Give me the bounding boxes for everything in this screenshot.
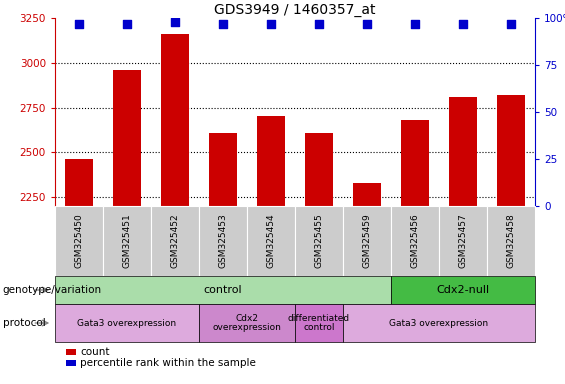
Bar	[401, 120, 429, 384]
Text: GSM325456: GSM325456	[411, 214, 419, 268]
Point	[506, 21, 515, 27]
Title: GDS3949 / 1460357_at: GDS3949 / 1460357_at	[214, 3, 376, 17]
Bar	[353, 183, 381, 384]
Text: GSM325450: GSM325450	[75, 214, 84, 268]
Bar	[151, 206, 199, 276]
Text: Cdx2
overexpression: Cdx2 overexpression	[212, 314, 281, 332]
Bar	[55, 276, 391, 304]
Text: GSM325459: GSM325459	[363, 214, 372, 268]
Bar	[343, 304, 535, 342]
Bar	[160, 34, 189, 384]
Point	[171, 19, 180, 25]
Point	[219, 21, 228, 27]
Bar	[247, 206, 295, 276]
Text: GSM325453: GSM325453	[219, 214, 228, 268]
Text: Gata3 overexpression: Gata3 overexpression	[389, 318, 489, 328]
Bar	[449, 97, 477, 384]
Point	[123, 21, 132, 27]
Point	[411, 21, 420, 27]
Bar	[199, 304, 295, 342]
Text: GSM325455: GSM325455	[315, 214, 324, 268]
Bar	[208, 132, 237, 384]
Bar	[66, 360, 76, 366]
Bar	[391, 206, 439, 276]
Bar	[64, 159, 93, 384]
Text: differentiated
control: differentiated control	[288, 314, 350, 332]
Text: GSM325454: GSM325454	[267, 214, 276, 268]
Bar	[55, 304, 199, 342]
Text: Cdx2-null: Cdx2-null	[436, 285, 489, 295]
Bar	[112, 70, 141, 384]
Bar	[55, 206, 103, 276]
Text: control: control	[204, 285, 242, 295]
Text: Gata3 overexpression: Gata3 overexpression	[77, 318, 176, 328]
Text: GSM325452: GSM325452	[171, 214, 180, 268]
Bar	[66, 349, 76, 355]
Bar	[295, 304, 343, 342]
Point	[363, 21, 372, 27]
Bar	[343, 206, 391, 276]
Text: genotype/variation: genotype/variation	[3, 285, 102, 295]
Bar	[391, 276, 535, 304]
Text: protocol: protocol	[3, 318, 46, 328]
Text: GSM325458: GSM325458	[506, 214, 515, 268]
Text: GSM325451: GSM325451	[123, 214, 132, 268]
Bar	[199, 206, 247, 276]
Bar	[305, 132, 333, 384]
Point	[267, 21, 276, 27]
Bar	[497, 95, 525, 384]
Bar	[439, 206, 487, 276]
Text: count: count	[80, 347, 110, 357]
Point	[458, 21, 467, 27]
Text: GSM325457: GSM325457	[459, 214, 467, 268]
Bar	[295, 206, 343, 276]
Text: percentile rank within the sample: percentile rank within the sample	[80, 358, 257, 368]
Bar	[487, 206, 535, 276]
Bar	[257, 116, 285, 384]
Bar	[103, 206, 151, 276]
Point	[315, 21, 324, 27]
Point	[75, 21, 84, 27]
